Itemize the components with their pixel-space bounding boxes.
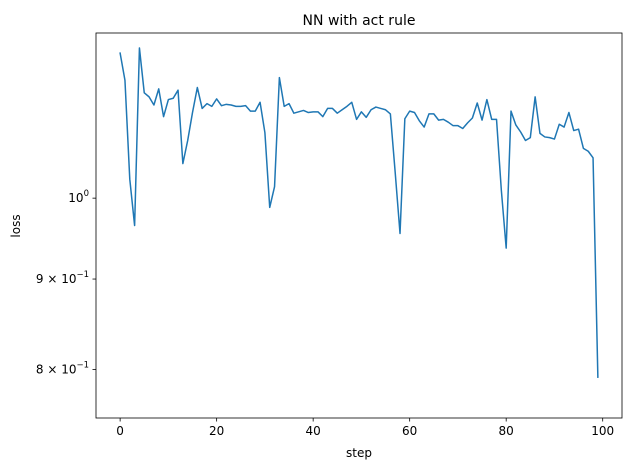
y-tick-label: 100 — [68, 189, 89, 205]
chart-title: NN with act rule — [303, 13, 416, 29]
x-axis-ticks: 0 20 40 60 80 100 — [116, 418, 614, 438]
y-tick-label: 8 × 10−1 — [36, 360, 89, 376]
series-line-0 — [119, 47, 599, 378]
plot-frame — [95, 32, 623, 419]
y-axis-ticks: 8 × 10−1 9 × 10−1 100 — [36, 189, 96, 376]
x-tick-label: 80 — [499, 424, 514, 438]
plot-area — [119, 47, 599, 378]
x-tick-label: 20 — [209, 424, 224, 438]
x-tick-label: 100 — [591, 424, 614, 438]
x-tick-label: 0 — [116, 424, 124, 438]
x-tick-label: 60 — [402, 424, 417, 438]
y-axis-label: loss — [9, 214, 23, 237]
y-tick-label: 9 × 10−1 — [36, 270, 89, 286]
x-axis-label: step — [346, 446, 372, 460]
x-tick-label: 40 — [306, 424, 321, 438]
